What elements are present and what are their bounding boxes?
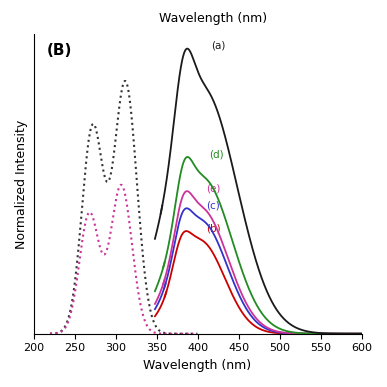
Text: (c): (c) [207,200,220,211]
Text: (B): (B) [47,43,72,58]
Y-axis label: Normalized Intensity: Normalized Intensity [15,120,28,249]
Text: Wavelength (nm): Wavelength (nm) [159,12,267,25]
Text: (a): (a) [211,41,225,51]
X-axis label: Wavelength (nm): Wavelength (nm) [144,359,252,372]
Text: (d): (d) [209,149,224,159]
Text: (e): (e) [207,183,221,194]
Text: (b): (b) [206,223,220,233]
